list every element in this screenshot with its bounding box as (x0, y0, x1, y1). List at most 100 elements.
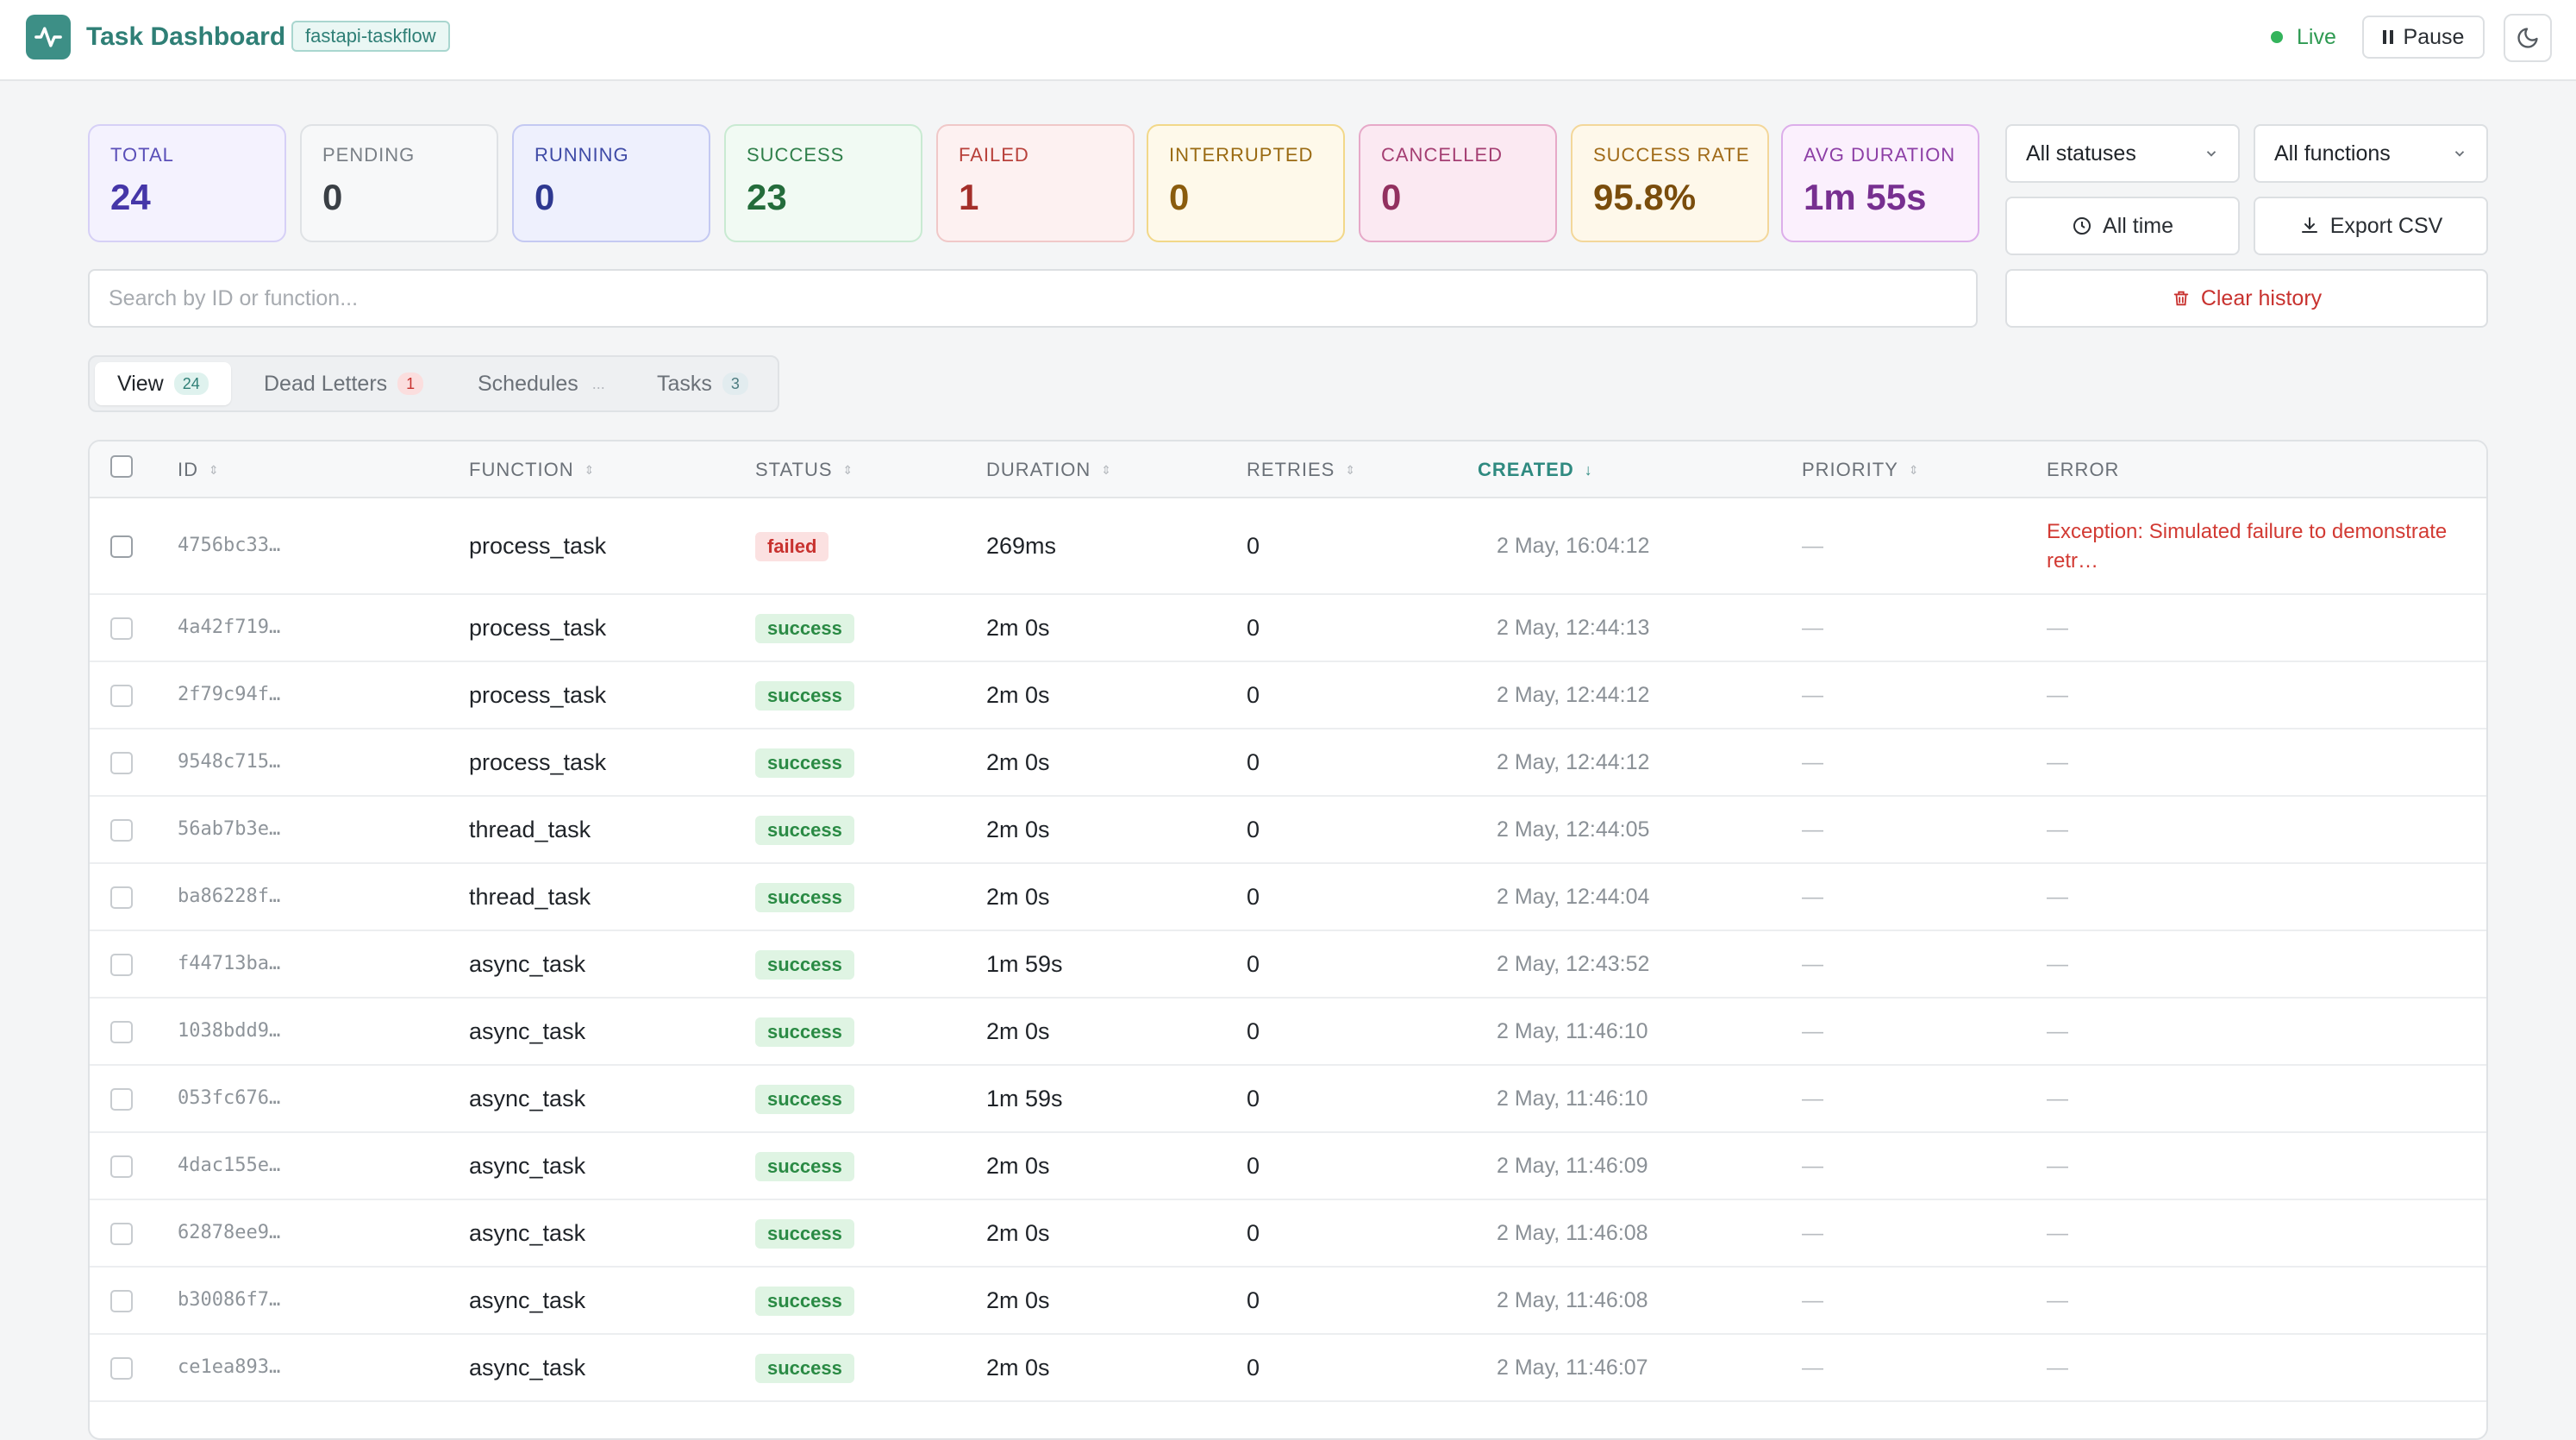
task-created: 2 May, 12:44:12 (1497, 750, 1650, 774)
task-retries: 0 (1247, 817, 1260, 842)
tab-schedules[interactable]: Schedules ... (455, 362, 631, 405)
task-priority: — (1802, 1019, 1823, 1043)
row-checkbox[interactable] (110, 1155, 133, 1178)
table-row[interactable]: 2f79c94f… process_task success 2m 0s 0 2 May,… (90, 662, 2486, 729)
table-row[interactable]: 4dac155e… async_task success 2m 0s 0 2 May, 1… (90, 1133, 2486, 1200)
column-header-status[interactable]: STATUS ⇕ (755, 459, 854, 480)
status-badge: success (755, 614, 854, 643)
time-range-button[interactable]: All time (2005, 197, 2240, 255)
activity-logo-icon (26, 15, 71, 59)
task-created: 2 May, 12:44:05 (1497, 817, 1650, 842)
task-priority: — (1802, 817, 1823, 842)
pause-icon (2382, 30, 2393, 44)
stat-card-success: SUCCESS 23 (724, 124, 922, 242)
search-input[interactable] (88, 269, 1978, 328)
select-all-checkbox[interactable] (110, 455, 133, 478)
stat-value: 1m 55s (1804, 177, 1927, 217)
table-row[interactable]: 053fc676… async_task success 1m 59s 0 2 May, … (90, 1066, 2486, 1133)
row-checkbox[interactable] (110, 535, 133, 558)
stat-label: CANCELLED (1381, 144, 1504, 166)
status-badge: success (755, 1085, 854, 1114)
task-duration: 2m 0s (986, 1355, 1050, 1381)
clock-icon (2073, 217, 2091, 235)
function-filter-select[interactable]: All functions (2254, 124, 2488, 183)
table-row[interactable]: f44713ba… async_task success 1m 59s 0 2 May, … (90, 931, 2486, 999)
status-filter-value: All statuses (2026, 141, 2136, 166)
tab-count-badge: 24 (173, 373, 209, 395)
row-checkbox[interactable] (110, 685, 133, 707)
task-function: thread_task (469, 817, 591, 842)
table-row[interactable]: 1038bdd9… async_task success 2m 0s 0 2 May, 1… (90, 999, 2486, 1066)
tab-bar: View 24 Dead Letters 1 Schedules ... Tas… (88, 355, 779, 412)
task-retries: 0 (1247, 1287, 1260, 1313)
task-id: b30086f7… (178, 1289, 281, 1311)
stat-label: AVG DURATION (1804, 144, 1956, 166)
app-title: Task Dashboard (86, 22, 286, 51)
table-row[interactable]: ce1ea893… async_task success 2m 0s 0 2 May, 1… (90, 1335, 2486, 1402)
status-badge: success (755, 1354, 854, 1383)
tab-label: Dead Letters (264, 371, 388, 396)
row-checkbox[interactable] (110, 1088, 133, 1111)
task-retries: 0 (1247, 884, 1260, 910)
tab-view[interactable]: View 24 (95, 362, 231, 405)
stat-label: INTERRUPTED (1169, 144, 1314, 166)
row-checkbox[interactable] (110, 1021, 133, 1043)
status-badge: failed (755, 532, 829, 561)
column-header-retries[interactable]: RETRIES ⇕ (1247, 459, 1357, 480)
export-csv-button[interactable]: Export CSV (2254, 197, 2488, 255)
column-header-priority[interactable]: PRIORITY ⇕ (1802, 459, 1920, 480)
stat-value: 0 (1381, 177, 1402, 217)
task-error: — (2047, 616, 2068, 640)
stat-value: 23 (747, 177, 787, 217)
row-checkbox[interactable] (110, 1357, 133, 1380)
clear-history-button[interactable]: Clear history (2005, 269, 2488, 328)
theme-toggle-button[interactable] (2504, 14, 2552, 62)
table-row[interactable]: b30086f7… async_task success 2m 0s 0 2 May, 1… (90, 1268, 2486, 1335)
table-row[interactable]: 9548c715… process_task success 2m 0s 0 2 May,… (90, 729, 2486, 797)
trash-icon (2173, 291, 2189, 306)
task-priority: — (1802, 616, 1823, 640)
task-duration: 2m 0s (986, 1220, 1050, 1246)
stat-value: 24 (110, 177, 151, 217)
task-id: 053fc676… (178, 1087, 281, 1109)
task-created: 2 May, 11:46:09 (1497, 1154, 1648, 1178)
table-row[interactable]: 4a42f719… process_task success 2m 0s 0 2 May,… (90, 595, 2486, 662)
tab-dead-letters[interactable]: Dead Letters 1 (241, 362, 446, 405)
table-row[interactable]: 62878ee9… async_task success 2m 0s 0 2 May, 1… (90, 1200, 2486, 1268)
row-checkbox[interactable] (110, 1223, 133, 1245)
task-error: — (2047, 885, 2068, 909)
column-header-id[interactable]: ID ⇕ (178, 459, 220, 480)
task-created: 2 May, 11:46:07 (1497, 1355, 1648, 1380)
download-icon (2301, 217, 2317, 233)
row-checkbox[interactable] (110, 617, 133, 640)
table-row[interactable]: ba86228f… thread_task success 2m 0s 0 2 May, … (90, 864, 2486, 931)
column-header-function[interactable]: FUNCTION ⇕ (469, 459, 596, 480)
task-created: 2 May, 11:46:10 (1497, 1086, 1648, 1111)
row-checkbox[interactable] (110, 954, 133, 976)
tab-label: Tasks (657, 371, 712, 396)
stat-value: 95.8% (1593, 177, 1697, 217)
stat-label: TOTAL (110, 144, 174, 166)
row-checkbox[interactable] (110, 819, 133, 842)
task-error: — (2047, 1355, 2068, 1380)
table-row[interactable]: 4756bc33… process_task failed 269ms 0 2 May, … (90, 498, 2486, 595)
stat-value: 0 (535, 177, 555, 217)
status-filter-select[interactable]: All statuses (2005, 124, 2240, 183)
pause-button[interactable]: Pause (2362, 16, 2485, 59)
task-priority: — (1802, 534, 1823, 558)
column-header-created[interactable]: CREATED ↓ (1478, 459, 1593, 480)
table-row[interactable]: 56ab7b3e… thread_task success 2m 0s 0 2 May, … (90, 797, 2486, 864)
row-checkbox[interactable] (110, 886, 133, 909)
task-retries: 0 (1247, 1220, 1260, 1246)
stat-card-failed: FAILED 1 (936, 124, 1135, 242)
row-checkbox[interactable] (110, 1290, 133, 1312)
column-header-duration[interactable]: DURATION ⇕ (986, 459, 1112, 480)
chevron-down-icon (2206, 151, 2216, 157)
task-error: — (2047, 817, 2068, 842)
task-priority: — (1802, 885, 1823, 909)
live-label: Live (2297, 24, 2336, 49)
task-duration: 2m 0s (986, 615, 1050, 641)
row-checkbox[interactable] (110, 752, 133, 774)
task-created: 2 May, 12:44:04 (1497, 885, 1650, 909)
tab-tasks[interactable]: Tasks 3 (635, 362, 771, 405)
